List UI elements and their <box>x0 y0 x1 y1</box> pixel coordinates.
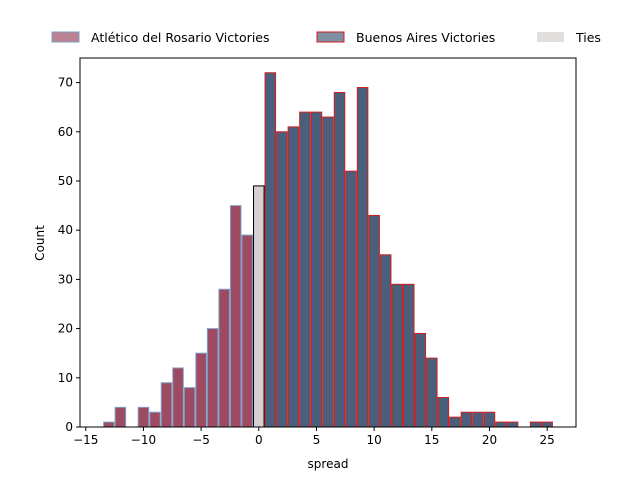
bar-buenos-aires-victories <box>322 116 334 428</box>
x-tick-label: 0 <box>255 433 263 447</box>
x-tick-label: 20 <box>482 433 497 447</box>
bar-atletico-del-rosario-victories <box>218 288 230 428</box>
bar-buenos-aires-victories <box>529 421 542 428</box>
bar-buenos-aires-victories <box>299 111 311 428</box>
bar-atletico-del-rosario-victories <box>206 328 219 428</box>
bar-atletico-del-rosario-victories <box>229 205 242 428</box>
y-axis-label: Count <box>33 225 47 261</box>
x-tick-label: −10 <box>131 433 156 447</box>
y-tick-label: 20 <box>58 322 73 336</box>
x-tick-label: −15 <box>73 433 98 447</box>
bar-atletico-del-rosario-victories <box>149 411 161 428</box>
bar-atletico-del-rosario-victories <box>137 406 150 428</box>
bar-atletico-del-rosario-victories <box>195 352 207 428</box>
legend-label-ties: Ties <box>575 30 601 45</box>
bar-buenos-aires-victories <box>472 411 484 428</box>
x-tick-label: 15 <box>424 433 439 447</box>
y-tick-label: 40 <box>58 223 73 237</box>
bar-buenos-aires-victories <box>541 421 553 428</box>
bar-atletico-del-rosario-victories <box>183 387 196 428</box>
legend-swatch-buenos-aires-victories <box>316 31 345 43</box>
x-axis: −15 −10 −5 0 5 10 15 20 25 <box>73 427 555 447</box>
x-tick-label: 25 <box>540 433 555 447</box>
y-tick-label: 50 <box>58 174 73 188</box>
bar-buenos-aires-victories <box>379 254 392 428</box>
y-tick-label: 10 <box>58 371 73 385</box>
bar-buenos-aires-victories <box>310 111 323 428</box>
bar-buenos-aires-victories <box>333 91 346 428</box>
bar-atletico-del-rosario-victories <box>114 406 127 428</box>
bar-buenos-aires-victories <box>449 416 461 428</box>
bar-buenos-aires-victories <box>414 333 427 428</box>
bar-buenos-aires-victories <box>402 283 415 428</box>
y-axis: 0 10 20 30 40 50 60 70 <box>58 76 80 434</box>
bar-buenos-aires-victories <box>276 131 288 428</box>
x-tick-label: −5 <box>192 433 210 447</box>
bar-buenos-aires-victories <box>460 411 473 428</box>
bar-buenos-aires-victories <box>368 214 380 428</box>
bar-buenos-aires-victories <box>437 396 450 428</box>
legend: Atlético del Rosario Victories Buenos Air… <box>51 30 601 45</box>
x-tick-label: 5 <box>313 433 321 447</box>
bar-buenos-aires-victories <box>495 421 507 428</box>
bar-buenos-aires-victories <box>345 170 357 428</box>
x-tick-label: 10 <box>366 433 381 447</box>
bar-atletico-del-rosario-victories <box>241 234 254 428</box>
bar-atletico-del-rosario-victories <box>172 367 184 428</box>
y-tick-label: 0 <box>65 420 73 434</box>
bar-atletico-del-rosario-victories <box>160 382 173 428</box>
legend-label-buenos-aires-victories: Buenos Aires Victories <box>356 30 495 45</box>
y-tick-label: 70 <box>58 76 73 90</box>
bar-buenos-aires-victories <box>287 126 300 428</box>
legend-label-atletico-del-rosario-victories: Atlético del Rosario Victories <box>91 30 270 45</box>
y-tick-label: 60 <box>58 125 73 139</box>
bar-buenos-aires-victories <box>506 421 519 428</box>
bar-buenos-aires-victories <box>356 87 369 428</box>
bar-buenos-aires-victories <box>483 411 496 428</box>
legend-swatch-atletico-del-rosario-victories <box>51 31 80 43</box>
bar-buenos-aires-victories <box>264 72 277 428</box>
bars-layer <box>103 72 553 428</box>
plot-frame <box>79 57 577 428</box>
y-tick-label: 30 <box>58 272 73 286</box>
bar-buenos-aires-victories <box>426 357 438 428</box>
bar-ties <box>253 185 265 428</box>
legend-swatch-ties <box>537 32 564 42</box>
bar-atletico-del-rosario-victories <box>103 421 115 428</box>
x-axis-label: spread <box>308 457 349 471</box>
bar-buenos-aires-victories <box>391 283 403 428</box>
